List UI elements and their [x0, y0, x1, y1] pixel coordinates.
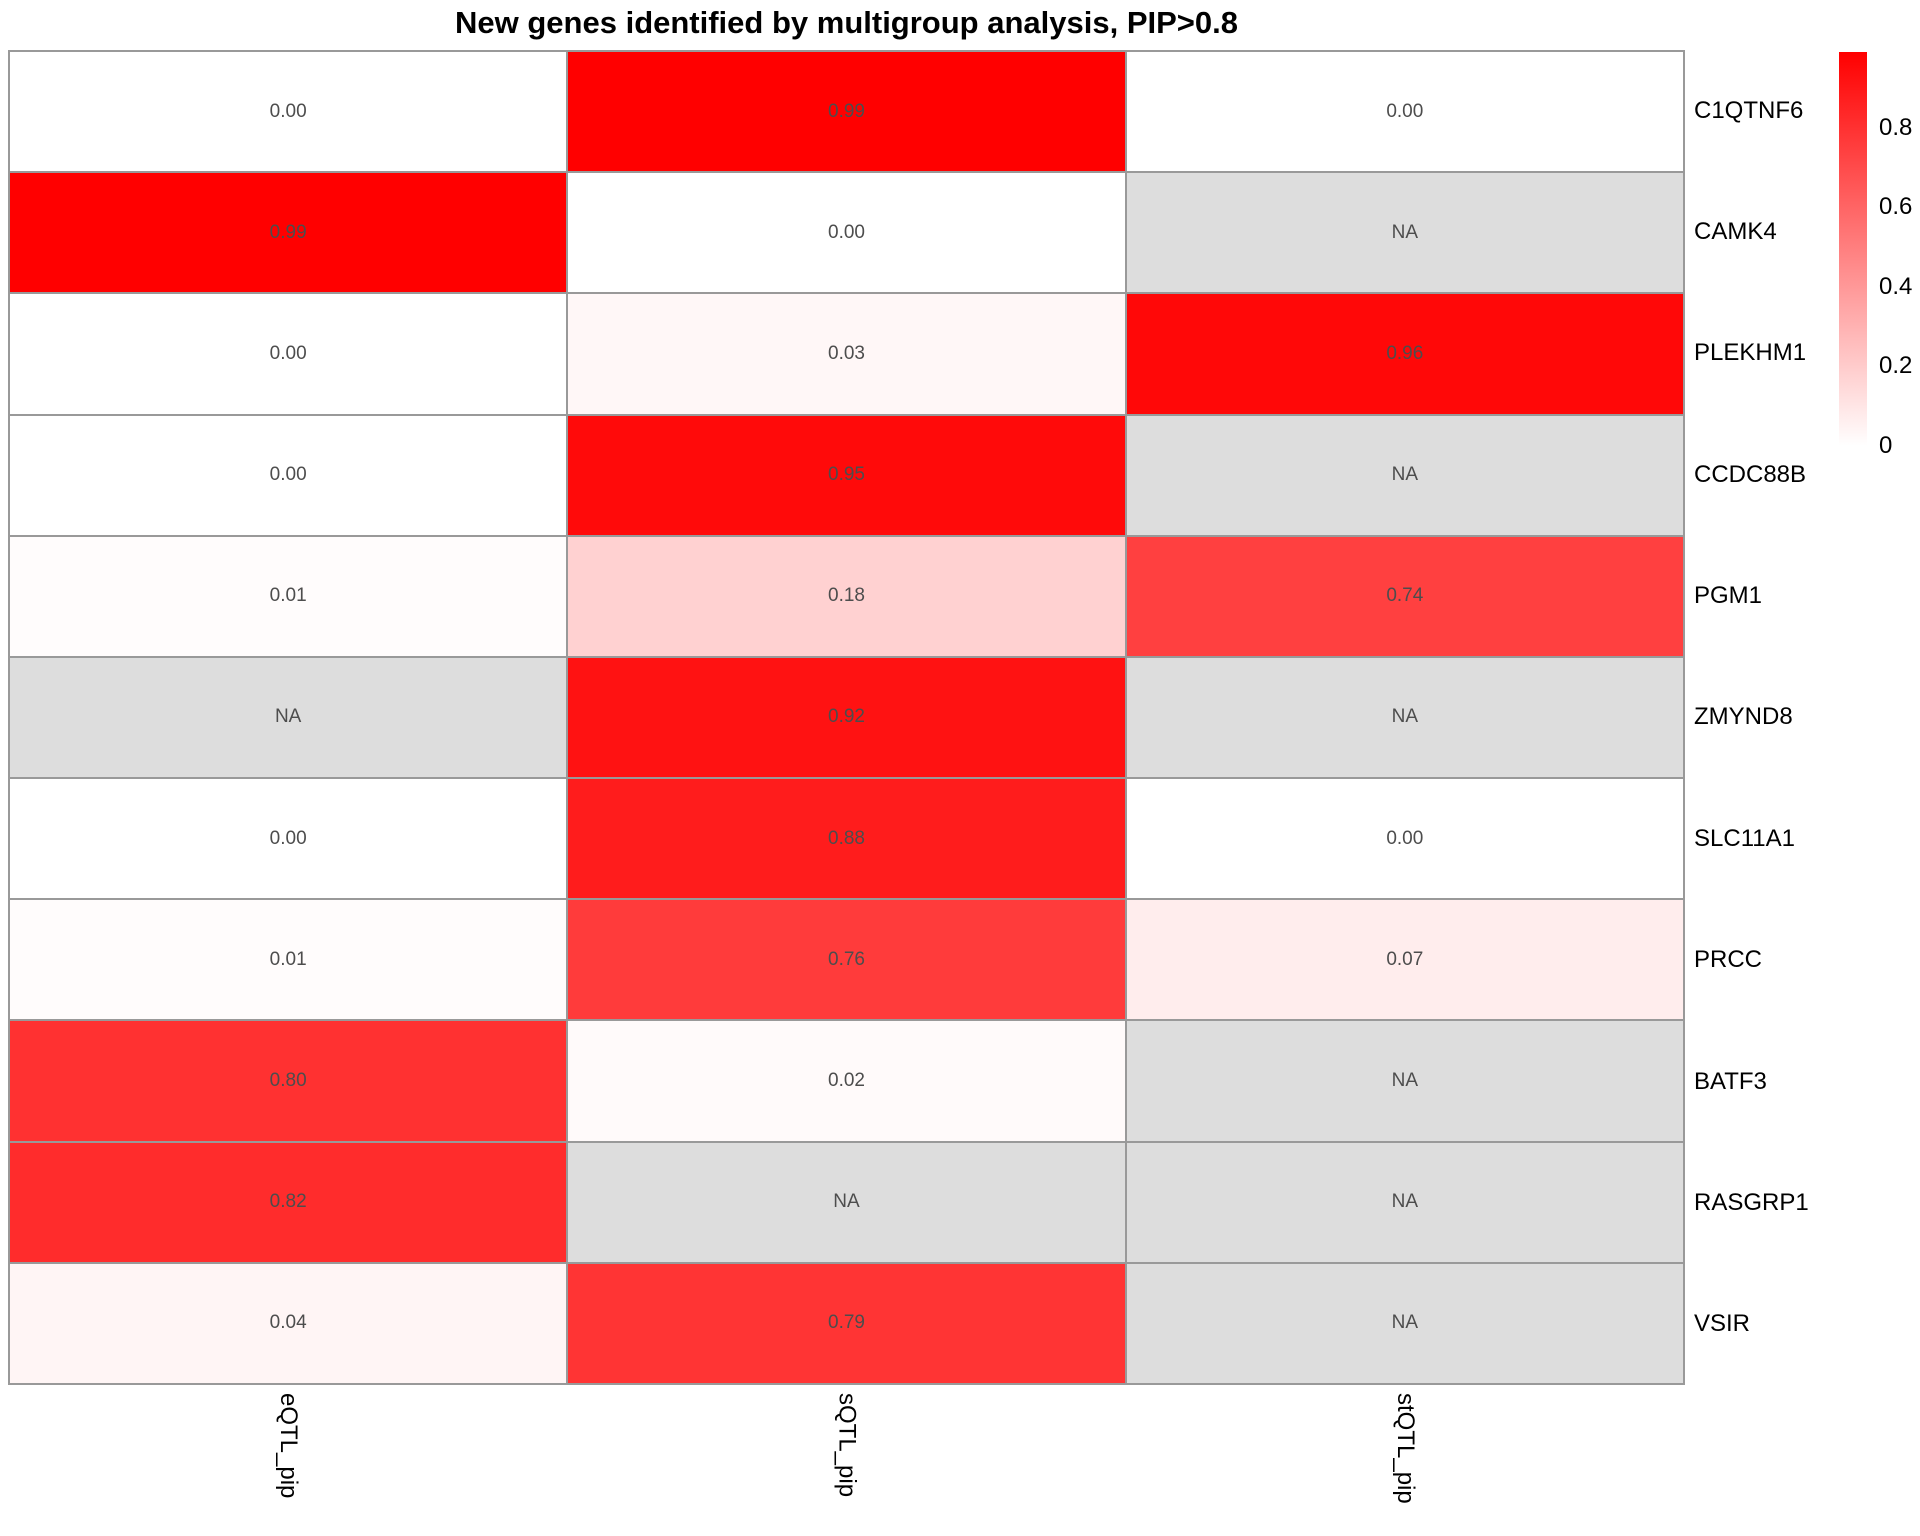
cell-value: 0.80: [269, 1070, 307, 1092]
heatmap-cell-BATF3-eQTL_pip: 0.80: [10, 1021, 567, 1141]
cell-value: NA: [1391, 221, 1419, 243]
heatmap-cell-VSIR-eQTL_pip: 0.04: [10, 1263, 567, 1383]
cell-value: 0.88: [828, 827, 865, 849]
cell-value: 0.18: [828, 585, 865, 607]
heatmap-cell-RASGRP1-stQTL_pip: NA: [1126, 1142, 1683, 1262]
cell-value: 0.00: [828, 221, 865, 243]
color-legend: 0.8 0.6 0.4 0.2 0: [1839, 52, 1920, 472]
row-label-ZMYND8: ZMYND8: [1694, 703, 1793, 731]
heatmap-cell-PGM1-sQTL_pip: 0.18: [568, 536, 1125, 656]
heatmap-cell-C1QTNF6-stQTL_pip: 0.00: [1126, 52, 1683, 172]
cell-value: 0.99: [828, 100, 865, 122]
legend-tick-0.8: 0.8: [1879, 113, 1913, 141]
cell-value: 0.82: [269, 1191, 307, 1213]
row-label-PRCC: PRCC: [1694, 946, 1763, 974]
cell-value: 0.01: [269, 585, 307, 607]
row-label-CCDC88B: CCDC88B: [1694, 460, 1807, 488]
heatmap-cell-C1QTNF6-eQTL_pip: 0.00: [10, 52, 567, 172]
heatmap-cell-PLEKHM1-stQTL_pip: 0.96: [1126, 294, 1683, 414]
heatmap-cell-PLEKHM1-eQTL_pip: 0.00: [10, 294, 567, 414]
cell-value: NA: [1391, 706, 1419, 728]
col-label-stQTL_pip: stQTL_pip: [1391, 1393, 1419, 1504]
row-label-CAMK4: CAMK4: [1694, 218, 1777, 246]
heatmap-cell-SLC11A1-eQTL_pip: 0.00: [10, 779, 567, 899]
row-label-SLC11A1: SLC11A1: [1694, 824, 1795, 852]
cell-value: NA: [1391, 1191, 1419, 1213]
cell-value: 0.92: [828, 706, 865, 728]
cell-value: NA: [833, 1191, 860, 1213]
cell-value: 0.00: [1386, 100, 1424, 122]
cell-value: 0.79: [828, 1312, 865, 1334]
cell-value: 0.99: [269, 221, 307, 243]
col-label-eQTL_pip: eQTL_pip: [275, 1393, 303, 1499]
heatmap-grid: 0.00 0.99 0.00 0.99 0.00 NA 0.00 0.03 0.96 0.00 0.…: [8, 50, 1685, 1385]
cell-value: 0.00: [269, 464, 307, 486]
row-label-C1QTNF6: C1QTNF6: [1694, 96, 1804, 124]
cell-value: NA: [1391, 464, 1419, 486]
legend-tick-0.6: 0.6: [1879, 193, 1913, 221]
heatmap-cell-CCDC88B-eQTL_pip: 0.00: [10, 415, 567, 535]
heatmap-cell-PRCC-eQTL_pip: 0.01: [10, 900, 567, 1020]
row-label-PLEKHM1: PLEKHM1: [1694, 339, 1807, 367]
heatmap-cell-CAMK4-eQTL_pip: 0.99: [10, 173, 567, 293]
cell-value: NA: [1391, 1312, 1419, 1334]
heatmap-cell-BATF3-sQTL_pip: 0.02: [568, 1021, 1125, 1141]
row-labels: C1QTNF6 CAMK4 PLEKHM1 CCDC88B PGM1 ZMYND8 SLC1…: [1694, 50, 1914, 1385]
cell-value: 0.00: [269, 100, 307, 122]
legend-tick-0: 0: [1879, 432, 1893, 459]
heatmap-cell-CAMK4-sQTL_pip: 0.00: [568, 173, 1125, 293]
row-label-RASGRP1: RASGRP1: [1694, 1188, 1809, 1216]
row-label-VSIR: VSIR: [1694, 1310, 1751, 1338]
heatmap-cell-ZMYND8-sQTL_pip: 0.92: [568, 657, 1125, 778]
heatmap-cell-PRCC-sQTL_pip: 0.76: [568, 900, 1125, 1020]
cell-value: 0.00: [1386, 827, 1424, 849]
cell-value: 0.03: [828, 342, 865, 364]
cell-value: 0.74: [1386, 585, 1424, 607]
heatmap-cell-PGM1-stQTL_pip: 0.74: [1126, 536, 1683, 656]
cell-value: 0.00: [269, 827, 307, 849]
cell-value: 0.00: [269, 342, 307, 364]
heatmap-cell-BATF3-stQTL_pip: NA: [1126, 1021, 1683, 1141]
heatmap-cell-VSIR-sQTL_pip: 0.79: [568, 1263, 1125, 1383]
cell-value: NA: [274, 706, 302, 728]
chart-title: New genes identified by multigroup analy…: [455, 5, 1238, 40]
cell-value: 0.96: [1386, 342, 1424, 364]
legend-tick-0.2: 0.2: [1879, 352, 1913, 380]
heatmap-cell-RASGRP1-eQTL_pip: 0.82: [10, 1142, 567, 1262]
col-label-sQTL_pip: sQTL_pip: [833, 1393, 861, 1498]
heatmap-cell-SLC11A1-sQTL_pip: 0.88: [568, 779, 1125, 899]
cell-value: 0.04: [269, 1312, 307, 1334]
legend-tick-0.4: 0.4: [1879, 272, 1913, 300]
legend-gradient-bar: [1839, 52, 1867, 446]
heatmap-cell-PGM1-eQTL_pip: 0.01: [10, 536, 567, 656]
row-label-PGM1: PGM1: [1694, 582, 1763, 610]
cell-value: 0.95: [828, 464, 865, 486]
cell-value: 0.76: [828, 948, 865, 970]
cell-value: 0.01: [269, 948, 307, 970]
heatmap-cell-C1QTNF6-sQTL_pip: 0.99: [568, 52, 1125, 172]
heatmap-cell-ZMYND8-stQTL_pip: NA: [1126, 657, 1683, 778]
cell-value: NA: [1391, 1070, 1419, 1092]
heatmap-cell-CCDC88B-stQTL_pip: NA: [1126, 415, 1683, 535]
heatmap-cell-ZMYND8-eQTL_pip: NA: [10, 657, 567, 778]
row-label-BATF3: BATF3: [1694, 1067, 1767, 1095]
heatmap-cell-CCDC88B-sQTL_pip: 0.95: [568, 415, 1125, 535]
cell-value: 0.02: [828, 1070, 865, 1092]
cell-value: 0.07: [1386, 948, 1424, 970]
heatmap-cell-SLC11A1-stQTL_pip: 0.00: [1126, 779, 1683, 899]
heatmap-cell-PRCC-stQTL_pip: 0.07: [1126, 900, 1683, 1020]
heatmap-cell-CAMK4-stQTL_pip: NA: [1126, 173, 1683, 293]
heatmap-cell-PLEKHM1-sQTL_pip: 0.03: [568, 294, 1125, 414]
heatmap-cell-VSIR-stQTL_pip: NA: [1126, 1263, 1683, 1383]
heatmap-cell-RASGRP1-sQTL_pip: NA: [568, 1142, 1125, 1262]
